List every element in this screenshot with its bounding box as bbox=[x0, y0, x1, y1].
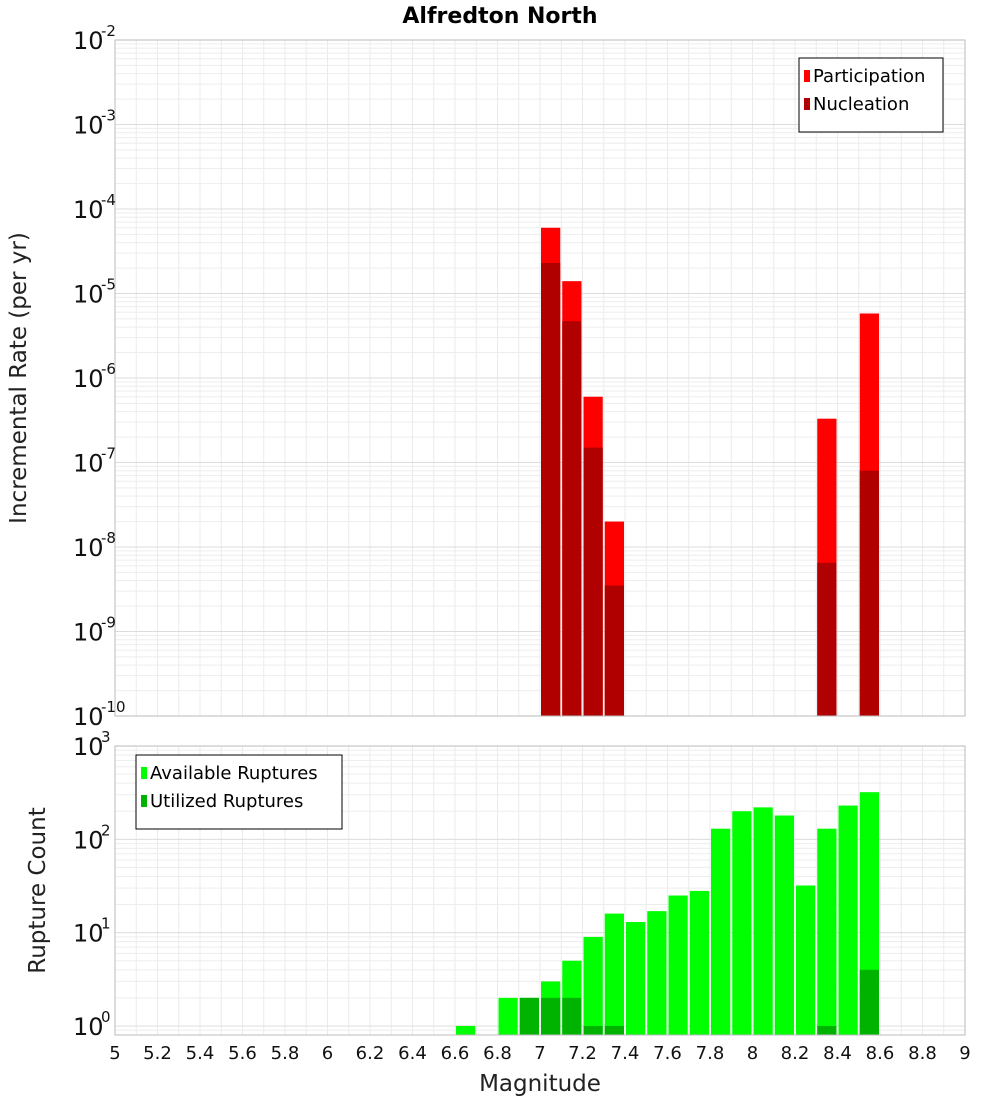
x-tick-label: 7.8 bbox=[696, 1043, 725, 1064]
x-tick-label: 7 bbox=[534, 1043, 545, 1064]
y-tick-exponent: -8 bbox=[101, 529, 116, 547]
plot-border bbox=[114, 39, 966, 717]
x-tick-label: 5 bbox=[109, 1043, 120, 1064]
x-tick-label: 8.6 bbox=[866, 1043, 895, 1064]
legend-swatch bbox=[141, 767, 147, 779]
y-tick-label: 10 bbox=[73, 1013, 104, 1041]
y-tick-label: 10 bbox=[73, 27, 104, 55]
y-tick-exponent: 3 bbox=[101, 728, 111, 746]
x-tick-label: 8.8 bbox=[908, 1043, 937, 1064]
x-tick-label: 6.6 bbox=[441, 1043, 470, 1064]
bar-nucleation bbox=[541, 262, 561, 716]
gridlines bbox=[114, 39, 966, 717]
x-tick-label: 6.2 bbox=[356, 1043, 385, 1064]
bar-available-ruptures bbox=[583, 936, 603, 1035]
plot-border bbox=[114, 745, 966, 1036]
bar-utilized-ruptures bbox=[817, 1025, 837, 1035]
y-tick-exponent: -5 bbox=[101, 276, 116, 294]
legend-box bbox=[798, 57, 944, 133]
y-tick-exponent: 1 bbox=[101, 915, 111, 933]
y-tick-exponent: -3 bbox=[101, 107, 116, 125]
legend-swatch bbox=[141, 795, 147, 807]
bar-available-ruptures bbox=[774, 815, 794, 1035]
x-tick-label: 8.4 bbox=[823, 1043, 852, 1064]
bar-available-ruptures bbox=[753, 807, 773, 1035]
series-nucleation bbox=[541, 262, 879, 716]
x-tick-label: 7.4 bbox=[611, 1043, 640, 1064]
x-tick-label: 8.2 bbox=[781, 1043, 810, 1064]
y-tick-exponent: -10 bbox=[101, 698, 126, 716]
legend-entry: Nucleation bbox=[813, 94, 909, 115]
y-tick-label: 10 bbox=[73, 534, 104, 562]
y-tick-label: 10 bbox=[73, 920, 104, 948]
y-tick-label: 10 bbox=[73, 703, 104, 731]
x-tick-label: 6.8 bbox=[483, 1043, 512, 1064]
x-tick-label: 6 bbox=[322, 1043, 333, 1064]
chart-title: Alfredton North bbox=[402, 4, 597, 29]
legend-entry: Utilized Ruptures bbox=[150, 791, 303, 812]
x-tick-label: 6.4 bbox=[398, 1043, 427, 1064]
legend-swatch bbox=[804, 98, 810, 110]
y-tick-label: 10 bbox=[73, 826, 104, 854]
legend-bottom: Available Ruptures Utilized Ruptures bbox=[135, 754, 343, 830]
bar-available-ruptures bbox=[626, 922, 646, 1035]
legend-box bbox=[135, 754, 343, 830]
bar-utilized-ruptures bbox=[562, 997, 582, 1035]
x-tick-label: 5.2 bbox=[143, 1043, 172, 1064]
bar-available-ruptures bbox=[689, 890, 709, 1035]
y-tick-label: 10 bbox=[73, 365, 104, 393]
bar-available-ruptures bbox=[647, 911, 667, 1035]
bar-available-ruptures bbox=[796, 885, 816, 1035]
x-tick-label: 7.6 bbox=[653, 1043, 682, 1064]
x-tick-label: 5.8 bbox=[271, 1043, 300, 1064]
x-tick-label: 5.6 bbox=[228, 1043, 257, 1064]
x-tick-label: 5.4 bbox=[186, 1043, 215, 1064]
y-tick-label: 10 bbox=[73, 733, 104, 761]
legend-entry: Available Ruptures bbox=[150, 763, 318, 784]
bar-available-ruptures bbox=[456, 1025, 476, 1035]
bar-available-ruptures bbox=[732, 811, 752, 1035]
legend-entry: Participation bbox=[813, 66, 925, 87]
y-tick-exponent: 0 bbox=[101, 1008, 111, 1026]
bar-utilized-ruptures bbox=[541, 997, 561, 1035]
series-utilized-ruptures bbox=[519, 969, 879, 1035]
y-axis-label-bottom: Rupture Count bbox=[25, 807, 51, 973]
legend-top: Participation Nucleation bbox=[798, 57, 944, 133]
bar-available-ruptures bbox=[817, 828, 837, 1035]
bar-available-ruptures bbox=[604, 913, 624, 1035]
bar-nucleation bbox=[817, 562, 837, 716]
y-tick-exponent: -2 bbox=[101, 22, 116, 40]
y-tick-label: 10 bbox=[73, 619, 104, 647]
bar-nucleation bbox=[562, 321, 582, 716]
bar-utilized-ruptures bbox=[859, 969, 879, 1035]
bar-nucleation bbox=[604, 585, 624, 716]
bar-utilized-ruptures bbox=[519, 997, 539, 1035]
x-axis-label: Magnitude bbox=[479, 1071, 601, 1097]
bar-available-ruptures bbox=[711, 828, 731, 1035]
y-tick-exponent: 2 bbox=[101, 821, 111, 839]
bar-nucleation bbox=[583, 447, 603, 716]
y-tick-exponent: -6 bbox=[101, 360, 116, 378]
bar-nucleation bbox=[859, 470, 879, 716]
bar-utilized-ruptures bbox=[604, 1025, 624, 1035]
y-tick-exponent: -9 bbox=[101, 614, 116, 632]
bar-available-ruptures bbox=[498, 997, 518, 1035]
chart-panel-1: 10-210-310-410-510-610-710-810-910-10 bbox=[73, 22, 966, 731]
bar-available-ruptures bbox=[668, 895, 688, 1035]
bar-available-ruptures bbox=[838, 805, 858, 1035]
y-tick-label: 10 bbox=[73, 196, 104, 224]
y-tick-label: 10 bbox=[73, 281, 104, 309]
x-tick-label: 8 bbox=[747, 1043, 758, 1064]
y-tick-label: 10 bbox=[73, 450, 104, 478]
legend-swatch bbox=[804, 70, 810, 82]
y-tick-label: 10 bbox=[73, 112, 104, 140]
x-tick-label: 7.2 bbox=[568, 1043, 597, 1064]
x-tick-label: 9 bbox=[959, 1043, 970, 1064]
y-tick-exponent: -7 bbox=[101, 445, 116, 463]
y-tick-exponent: -4 bbox=[101, 191, 116, 209]
y-axis-label-top: Incremental Rate (per yr) bbox=[6, 232, 32, 524]
bar-utilized-ruptures bbox=[583, 1025, 603, 1035]
